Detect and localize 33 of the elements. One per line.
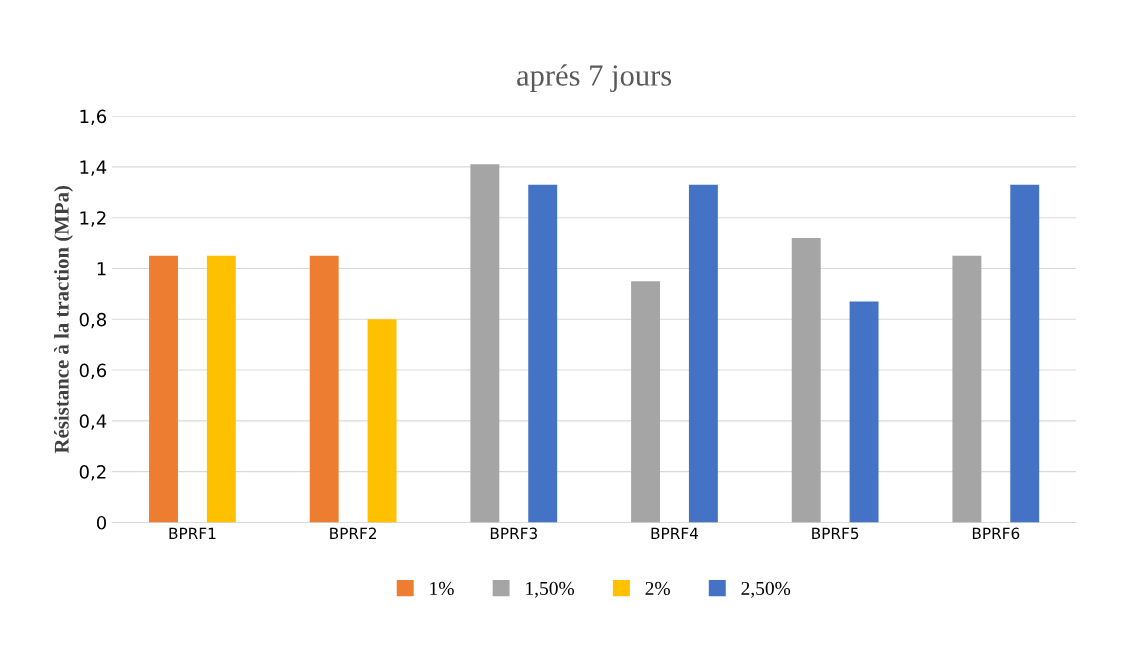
legend-label: 2% (645, 581, 670, 596)
bar (849, 301, 879, 523)
x-tick-label: BPRF1 (169, 527, 216, 539)
bar (309, 255, 339, 523)
y-tick-label: 1,2 (80, 211, 106, 227)
x-tick-label: BPRF6 (972, 527, 1020, 540)
bar (149, 255, 178, 523)
bar (528, 184, 558, 523)
bar (470, 164, 500, 523)
bar (367, 319, 397, 523)
x-tick-label: BPRF5 (812, 527, 859, 540)
y-tick-label: 1 (97, 262, 106, 276)
y-tick-label: 0,6 (79, 363, 107, 380)
x-tick-label: BPRF3 (490, 527, 537, 540)
legend-label: 2,50% (741, 581, 791, 598)
legend-label: 1,50% (526, 581, 575, 598)
y-tick-label: 1,6 (80, 109, 107, 126)
y-axis-title: Résistance à la traction (MPa) (54, 185, 73, 454)
y-tick-label: 0,4 (79, 414, 107, 430)
bar (952, 255, 982, 523)
bar (1010, 184, 1040, 523)
y-tick-label: 0,2 (79, 465, 106, 481)
bar (688, 184, 718, 523)
bar (791, 238, 821, 523)
y-tick-label: 0,8 (79, 312, 106, 329)
legend-label: 1% (430, 581, 454, 596)
chart-title: aprés 7 jours (517, 64, 672, 93)
x-tick-label: BPRF4 (651, 527, 699, 539)
y-tick-label: 0 (96, 515, 107, 530)
y-tick-label: 1,4 (80, 160, 107, 176)
bar (206, 255, 236, 523)
bar (631, 281, 661, 523)
x-tick-label: BPRF2 (330, 527, 376, 539)
